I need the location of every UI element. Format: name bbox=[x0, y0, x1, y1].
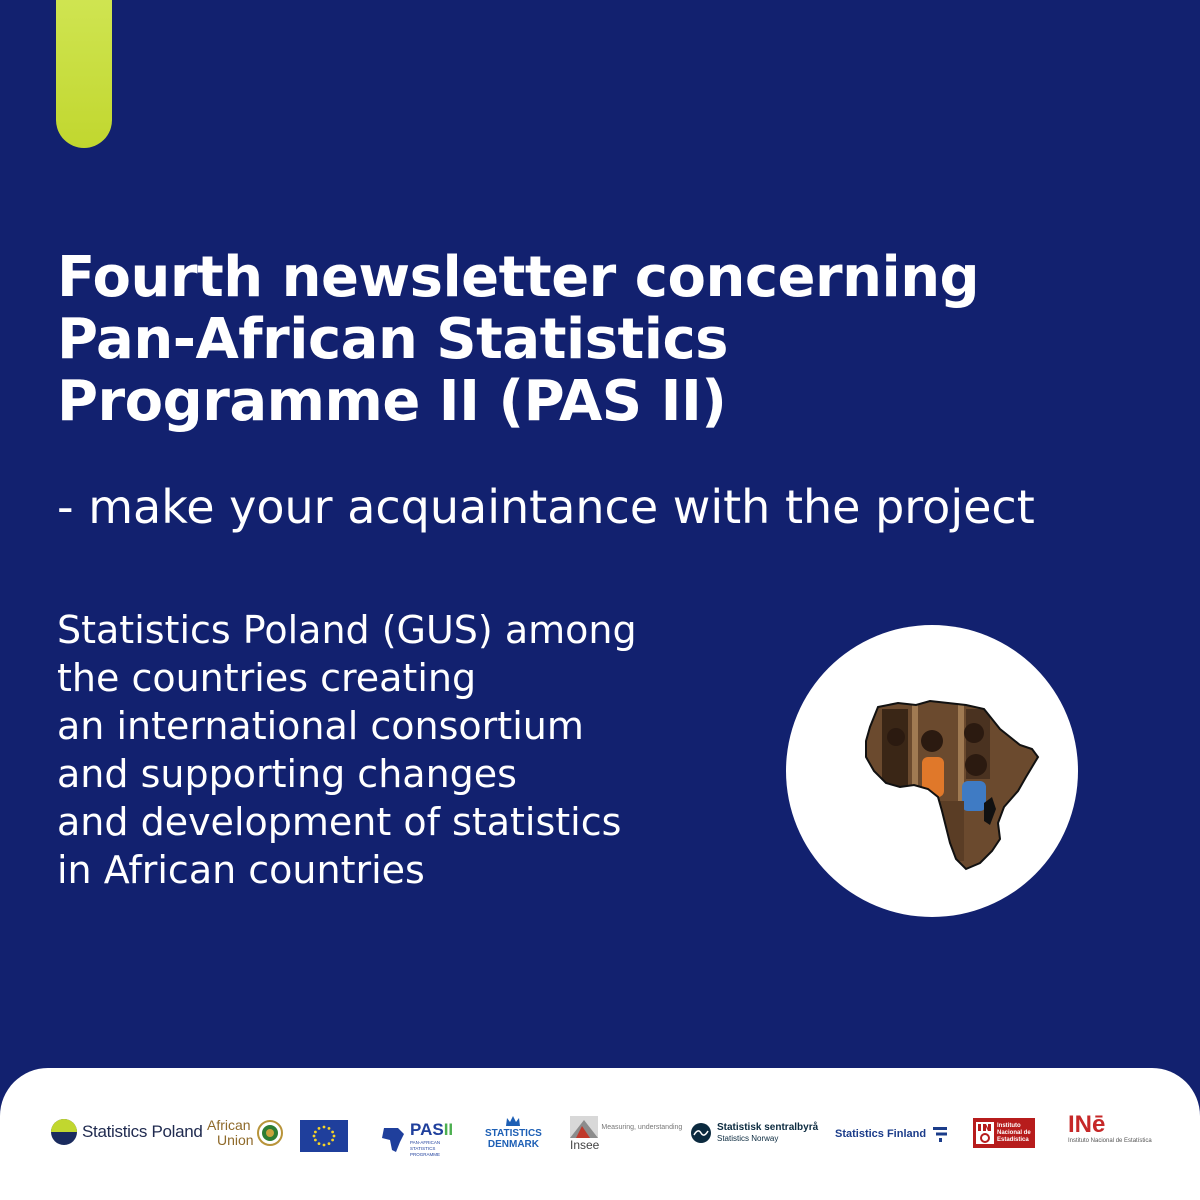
african-union-label: African bbox=[207, 1117, 251, 1133]
ssb-sublabel: Statistics Norway bbox=[717, 1134, 779, 1143]
statistics-denmark-label: DENMARK bbox=[487, 1139, 539, 1150]
ine-portugal-label: INē bbox=[1068, 1111, 1106, 1138]
statistics-finland-logo: Statistics Finland bbox=[835, 1126, 949, 1142]
statistics-finland-icon bbox=[933, 1127, 948, 1142]
african-union-label: Union bbox=[217, 1132, 254, 1148]
statistics-poland-icon bbox=[51, 1119, 77, 1145]
ine-portugal-logo: INē Instituto Nacional de Estatística bbox=[1068, 1111, 1152, 1145]
eu-flag-icon bbox=[300, 1120, 348, 1152]
ine-spain-label: Nacional de bbox=[997, 1129, 1031, 1136]
body-line: in African countries bbox=[57, 848, 425, 892]
partner-logos-footer: Statistics Poland African Union bbox=[0, 1068, 1200, 1200]
ssb-wave-icon bbox=[691, 1123, 711, 1143]
pas-map-icon bbox=[382, 1128, 404, 1152]
newsletter-title: Fourth newsletter concerning Pan-African… bbox=[57, 247, 1157, 433]
statistics-poland-logo: Statistics Poland bbox=[50, 1118, 203, 1146]
title-line: Programme II (PAS II) bbox=[57, 369, 727, 434]
ine-spain-label: Estadística bbox=[997, 1136, 1029, 1143]
ine-spain-label: Instituto bbox=[997, 1122, 1021, 1129]
statistics-poland-label: Statistics Poland bbox=[82, 1122, 203, 1141]
body-paragraph: Statistics Poland (GUS) among the countr… bbox=[57, 606, 777, 894]
insee-logo: Insee Measuring, understanding bbox=[570, 1116, 682, 1152]
accent-bar bbox=[56, 0, 112, 148]
ine-spain-emblem-icon bbox=[976, 1122, 994, 1144]
pas-label: PAS bbox=[410, 1120, 444, 1139]
statistics-norway-logo: Statistisk sentralbyrå Statistics Norway bbox=[690, 1122, 818, 1144]
pas-ii-logo: PAS II PAN-AFRICAN STATISTICS PROGRAMME bbox=[378, 1120, 458, 1158]
eu-flag-logo bbox=[300, 1120, 348, 1152]
ssb-label: Statistisk sentralbyrå bbox=[717, 1122, 819, 1133]
title-line: Fourth newsletter concerning bbox=[57, 245, 980, 310]
pas-numeral: II bbox=[443, 1120, 454, 1139]
insee-tagline: Measuring, understanding bbox=[601, 1123, 683, 1131]
statistics-finland-label: Statistics Finland bbox=[835, 1128, 927, 1140]
newsletter-subtitle: - make your acquaintance with the projec… bbox=[57, 480, 1035, 534]
body-line: Statistics Poland (GUS) among bbox=[57, 608, 637, 652]
insee-label: Insee bbox=[570, 1138, 600, 1152]
pas-caption: PAN-AFRICAN STATISTICS PROGRAMME bbox=[410, 1140, 441, 1157]
body-line: an international consortium bbox=[57, 704, 584, 748]
statistics-denmark-label: STATISTICS bbox=[485, 1128, 542, 1139]
body-line: the countries creating bbox=[57, 656, 477, 700]
insee-emblem-icon bbox=[570, 1116, 598, 1138]
title-line: Pan-African Statistics bbox=[57, 307, 728, 372]
body-line: and development of statistics bbox=[57, 800, 622, 844]
crown-icon bbox=[506, 1116, 521, 1126]
ine-portugal-caption: Instituto Nacional de Estatística bbox=[1068, 1138, 1152, 1144]
body-line: and supporting changes bbox=[57, 752, 517, 796]
statistics-denmark-logo: STATISTICS DENMARK bbox=[485, 1114, 542, 1150]
africa-map-icon bbox=[865, 699, 1040, 871]
illustration-circle bbox=[786, 625, 1078, 917]
ine-spain-logo: Instituto Nacional de Estadística bbox=[973, 1118, 1035, 1148]
african-union-emblem-icon bbox=[256, 1120, 283, 1146]
african-union-logo: African Union bbox=[207, 1118, 284, 1148]
